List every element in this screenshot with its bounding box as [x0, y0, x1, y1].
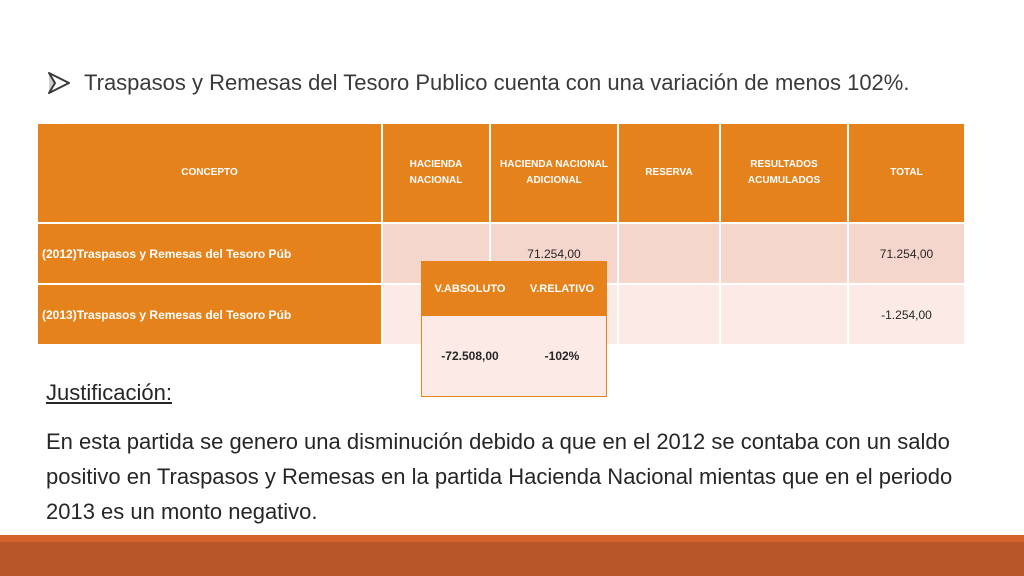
cell-resultados-acumulados — [719, 222, 849, 285]
header-resultados-acumulados: RESULTADOS ACUMULADOS — [719, 122, 849, 224]
cell-total: -1.254,00 — [847, 283, 966, 346]
arrow-bullet-icon — [46, 70, 72, 96]
cell-reserva — [617, 283, 721, 346]
footer-stripe — [0, 535, 1024, 542]
cell-resultados-acumulados — [719, 283, 849, 346]
variation-header-row: V.ABSOLUTO V.RELATIVO — [422, 262, 606, 316]
header-hacienda-nacional: HACIENDA NACIONAL — [381, 122, 491, 224]
variation-value-row: -72.508,00 -102% — [422, 316, 606, 396]
header-total: TOTAL — [847, 122, 966, 224]
cell-reserva — [617, 222, 721, 285]
justification-text: En esta partida se genero una disminució… — [46, 429, 953, 524]
table-header-row: CONCEPTO HACIENDA NACIONAL HACIENDA NACI… — [36, 122, 966, 224]
header-hacienda-nacional-adicional: HACIENDA NACIONAL ADICIONAL — [489, 122, 619, 224]
header-v-relativo: V.RELATIVO — [529, 283, 595, 295]
bullet-point: Traspasos y Remesas del Tesoro Publico c… — [46, 70, 1006, 96]
table-row: (2012)Traspasos y Remesas del Tesoro Púb… — [36, 222, 966, 285]
variation-table: V.ABSOLUTO V.RELATIVO -72.508,00 -102% — [421, 261, 607, 397]
row-concept: (2013)Traspasos y Remesas del Tesoro Púb — [36, 283, 383, 346]
justification-title: Justificación: — [46, 380, 172, 405]
cell-total: 71.254,00 — [847, 222, 966, 285]
row-concept: (2012)Traspasos y Remesas del Tesoro Púb — [36, 222, 383, 285]
bullet-text: Traspasos y Remesas del Tesoro Publico c… — [84, 70, 910, 95]
header-concepto: CONCEPTO — [36, 122, 383, 224]
value-v-relativo: -102% — [544, 349, 580, 363]
footer-bar — [0, 535, 1024, 576]
header-v-absoluto: V.ABSOLUTO — [434, 283, 506, 295]
header-reserva: RESERVA — [617, 122, 721, 224]
value-v-absoluto: -72.508,00 — [441, 349, 499, 363]
